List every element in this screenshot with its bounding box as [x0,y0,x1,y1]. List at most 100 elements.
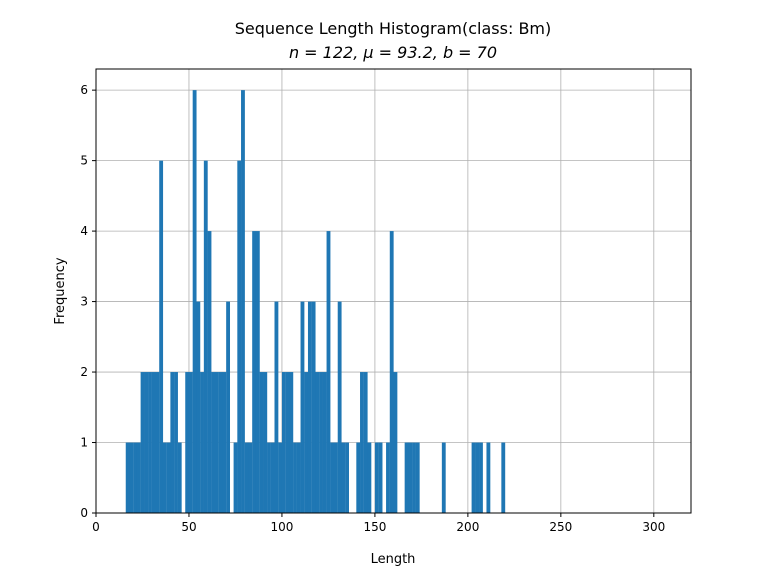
histogram-bar [278,442,283,513]
histogram-bar [408,442,413,513]
x-tick-label: 0 [92,520,100,534]
histogram-bar [404,442,409,513]
histogram-bar [412,442,416,513]
histogram-bar [356,442,361,513]
histogram-bar [248,442,253,513]
histogram-bar [471,442,476,513]
histogram-bar [211,372,216,513]
histogram-bar [330,442,335,513]
histogram-bar [185,372,190,513]
y-tick-label: 4 [80,224,88,238]
histogram-bar [244,442,249,513]
histogram-bar [374,442,379,513]
y-tick-label: 1 [80,436,88,450]
x-tick-label: 300 [642,520,665,534]
histogram-bar [360,372,364,513]
histogram-bar [441,442,446,513]
histogram-bar [218,372,223,513]
histogram-bar [133,442,138,513]
y-axis-ticks: 0 1 2 3 4 5 6 [80,83,96,520]
histogram-bar [200,372,204,513]
x-axis-label: Length [371,552,416,567]
histogram-bar [140,372,145,513]
histogram-bar [215,372,219,513]
histogram-bar [162,442,167,513]
histogram-bar [296,442,301,513]
histogram-bar [337,301,342,513]
chart-title: Sequence Length Histogram(class: Bm) [235,19,552,38]
histogram-bar [125,442,130,513]
chart-subtitle: n = 122, μ = 93.2, b = 70 [289,43,497,62]
histogram-bar [233,442,238,513]
histogram-bar [203,160,208,513]
histogram-bar [136,442,141,513]
y-tick-label: 2 [80,365,88,379]
histogram-bar [252,231,257,513]
histogram-bar [177,442,182,513]
histogram-bar [144,372,149,513]
x-tick-label: 50 [181,520,196,534]
histogram-bar [207,231,212,513]
histogram-bar [307,301,312,513]
histogram-bar [155,372,160,513]
histogram-bar [345,442,350,513]
histogram-bar [367,442,372,513]
histogram-bar [501,442,506,513]
histogram-bar [159,160,164,513]
histogram-bar [237,160,242,513]
histogram-bar [389,231,394,513]
histogram-bar [415,442,420,513]
histogram-bar [334,442,338,513]
histogram-bar [322,372,327,513]
y-tick-label: 3 [80,295,88,309]
histogram-bar [341,442,346,513]
histogram-bars [125,90,506,514]
histogram-bar [151,372,156,513]
x-axis-ticks: 0 50 100 150 200 250 300 [92,513,665,534]
histogram-bar [188,372,193,513]
histogram-bar [166,442,171,513]
histogram-bar [386,442,390,513]
y-tick-label: 0 [80,506,88,520]
histogram-bar [192,90,197,514]
histogram-bar [267,442,271,513]
histogram-bar [281,372,286,513]
histogram-bar [393,372,398,513]
histogram-bar [174,372,178,513]
histogram-bar [263,372,268,513]
histogram-bar [259,372,264,513]
histogram-bar [479,442,483,513]
histogram-bar [326,231,331,513]
plot-frame [95,68,692,514]
y-tick-label: 6 [80,83,88,97]
histogram-bar [363,372,368,513]
histogram-bar [285,372,290,513]
histogram-bar [129,442,134,513]
histogram-bar [293,442,297,513]
histogram-bar [226,301,231,513]
x-tick-label: 100 [270,520,293,534]
histogram-bar [274,301,279,513]
histogram-bar [378,442,383,513]
histogram-bar [196,301,201,513]
histogram-bar [475,442,480,513]
y-axis-label: Frequency [53,257,68,324]
histogram-bar [300,301,305,513]
histogram-bar [222,372,227,513]
y-tick-label: 5 [80,154,88,168]
x-tick-label: 150 [363,520,386,534]
histogram-bar [255,231,260,513]
histogram-bar [170,372,175,513]
histogram-bar [148,372,152,513]
x-tick-label: 250 [549,520,572,534]
histogram-bar [319,372,323,513]
histogram-bar [486,442,491,513]
x-tick-label: 200 [456,520,479,534]
histogram-bar [315,372,320,513]
histogram-bar [270,442,275,513]
histogram-bar [241,90,245,514]
histogram-bar [304,372,309,513]
histogram-bar [311,301,316,513]
histogram-bar [289,372,294,513]
